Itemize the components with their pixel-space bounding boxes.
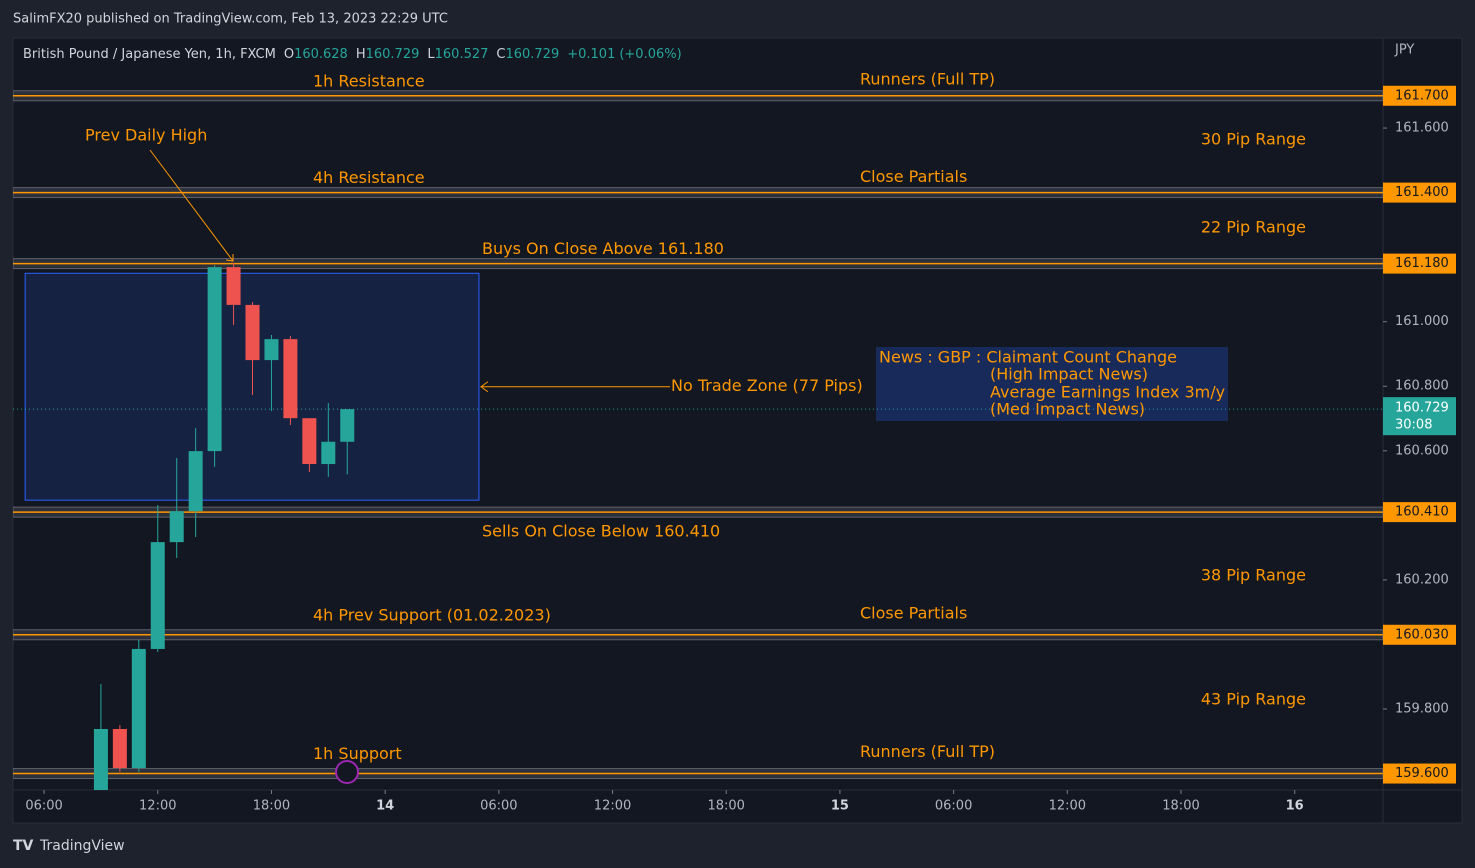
chart-frame xyxy=(12,37,1463,824)
news-line: (High Impact News) xyxy=(990,365,1148,384)
ohlc-value: 160.527 xyxy=(435,47,489,62)
plot xyxy=(13,90,1383,790)
current-price-label: 160.729 xyxy=(1395,401,1449,416)
candle-body xyxy=(150,542,165,649)
level-note: 4h Resistance xyxy=(313,168,425,187)
news-line: Average Earnings Index 3m/y xyxy=(990,383,1225,402)
level-price-label: 161.700 xyxy=(1395,88,1449,103)
currency: JPY xyxy=(1394,43,1414,58)
zone-label: No Trade Zone (77 Pips) xyxy=(671,376,863,395)
x-tick-label: 14 xyxy=(376,799,394,814)
footer-logo: TV xyxy=(13,838,34,854)
y-tick-label: 160.600 xyxy=(1395,443,1449,458)
x-tick-label: 06:00 xyxy=(25,799,62,814)
change: +0.101 xyxy=(567,47,615,62)
candle-body xyxy=(283,339,298,419)
news-box xyxy=(876,347,1228,421)
prev-high-arrowhead xyxy=(225,254,234,262)
y-tick-label: 161.600 xyxy=(1395,121,1449,136)
ohlc-value: 160.628 xyxy=(294,47,348,62)
x-tick-label: 06:00 xyxy=(480,799,517,814)
ohlc-label: O xyxy=(284,47,294,62)
ohlc-value: 160.729 xyxy=(505,47,559,62)
candle-body xyxy=(340,409,355,442)
candle-body xyxy=(245,304,260,361)
pip-range: 22 Pip Range xyxy=(1201,218,1306,237)
candle-body xyxy=(169,511,184,543)
level-price-label: 161.180 xyxy=(1395,256,1449,271)
level-note: 1h Support xyxy=(313,744,402,763)
candle-body xyxy=(93,729,108,790)
level-price-box xyxy=(1383,253,1456,274)
y-tick-label: 160.800 xyxy=(1395,379,1449,394)
level-note: 4h Prev Support (01.02.2023) xyxy=(313,605,551,624)
ohlc-label: L xyxy=(427,47,435,62)
news-line: News : GBP : Claimant Count Change xyxy=(879,348,1177,367)
candle-body xyxy=(264,339,279,361)
pip-range: 30 Pip Range xyxy=(1201,130,1306,149)
level-note: Sells On Close Below 160.410 xyxy=(482,522,720,541)
event-icon xyxy=(335,760,359,784)
x-tick-label: 12:00 xyxy=(139,799,176,814)
level-price-box xyxy=(1383,763,1456,784)
x-tick-label: 12:00 xyxy=(1049,799,1086,814)
candle-body xyxy=(131,648,146,769)
candle-body xyxy=(302,418,317,465)
level-note: Buys On Close Above 161.180 xyxy=(482,239,724,258)
pip-range: 38 Pip Range xyxy=(1201,566,1306,585)
change-pct: (+0.06%) xyxy=(619,47,681,62)
x-tick-label: 06:00 xyxy=(935,799,972,814)
published-line: SalimFX20 published on TradingView.com, … xyxy=(13,12,448,27)
candle-body xyxy=(112,729,127,769)
news-line: (Med Impact News) xyxy=(990,400,1145,419)
x-tick-label: 18:00 xyxy=(707,799,744,814)
current-price-box xyxy=(1383,397,1456,436)
y-tick-label: 159.800 xyxy=(1395,701,1449,716)
countdown: 30:08 xyxy=(1395,418,1432,433)
level-note: Runners (Full TP) xyxy=(860,742,995,761)
x-tick-label: 16 xyxy=(1286,799,1304,814)
y-tick-label: 160.200 xyxy=(1395,572,1449,587)
level-price-box xyxy=(1383,85,1456,106)
candle-body xyxy=(321,441,336,465)
pip-range: 43 Pip Range xyxy=(1201,690,1306,709)
ohlc-label: H xyxy=(356,47,366,62)
level-note: 1h Resistance xyxy=(313,71,425,90)
level-price-box xyxy=(1383,502,1456,523)
y-tick-label: 161.000 xyxy=(1395,314,1449,329)
x-tick-label: 12:00 xyxy=(594,799,631,814)
level-price-label: 159.600 xyxy=(1395,766,1449,781)
prev-high-label: Prev Daily High xyxy=(85,126,207,145)
x-tick-label: 18:00 xyxy=(1162,799,1199,814)
zone-arrowhead xyxy=(480,381,489,393)
prev-high-arrow xyxy=(149,149,234,262)
ohlc-value: 160.729 xyxy=(366,47,420,62)
candle-body xyxy=(226,267,241,305)
level-price-label: 161.400 xyxy=(1395,185,1449,200)
candle-body xyxy=(188,451,203,512)
footer-brand: TradingView xyxy=(39,838,125,854)
level-note: Close Partials xyxy=(860,167,967,186)
level-note: Close Partials xyxy=(860,603,967,622)
x-tick-label: 18:00 xyxy=(253,799,290,814)
ohlc-label: C xyxy=(496,47,505,62)
level-price-label: 160.410 xyxy=(1395,505,1449,520)
level-price-box xyxy=(1383,182,1456,203)
x-tick-label: 15 xyxy=(831,799,849,814)
level-price-label: 160.030 xyxy=(1395,627,1449,642)
symbol: British Pound / Japanese Yen, 1h, FXCM xyxy=(23,47,276,62)
level-note: Runners (Full TP) xyxy=(860,69,995,88)
symbol-line: British Pound / Japanese Yen, 1h, FXCM O1… xyxy=(23,47,682,62)
candle-body xyxy=(207,267,222,452)
level-price-box xyxy=(1383,624,1456,645)
